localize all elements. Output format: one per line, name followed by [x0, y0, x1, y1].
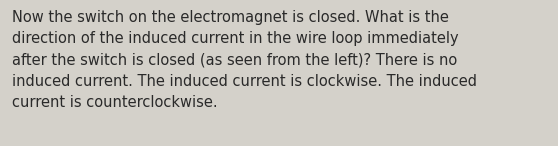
Text: Now the switch on the electromagnet is closed. What is the
direction of the indu: Now the switch on the electromagnet is c… [12, 10, 477, 110]
